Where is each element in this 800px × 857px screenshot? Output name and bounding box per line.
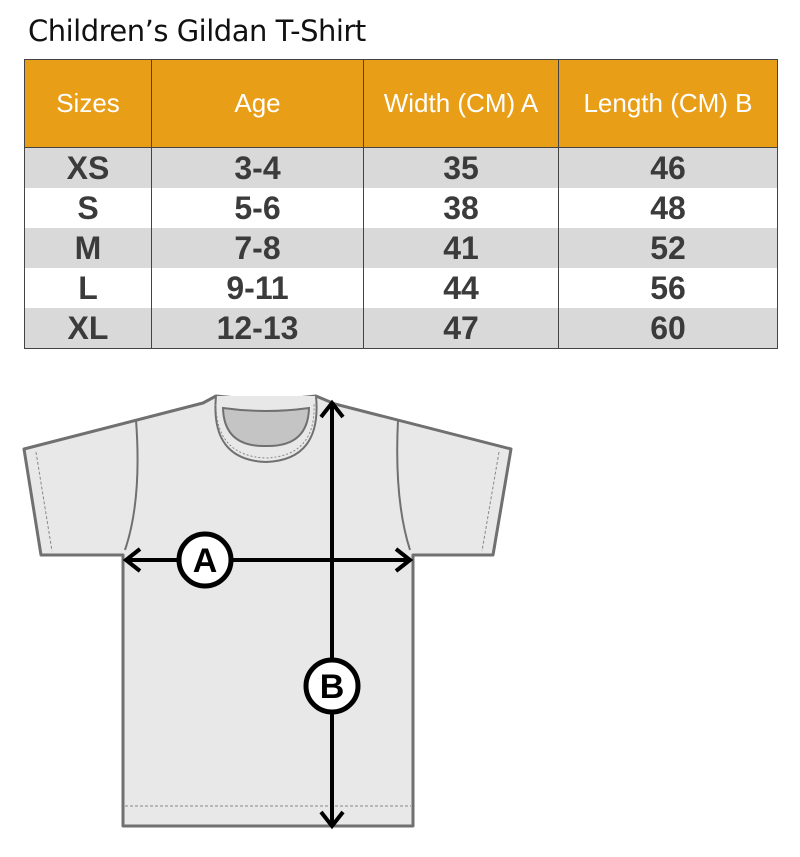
table-row: S 5-6 38 48 [24, 188, 778, 228]
cell: 7-8 [151, 228, 364, 268]
header-length: Length (CM) B [558, 59, 778, 148]
cell: 47 [363, 308, 559, 349]
header-age: Age [151, 59, 364, 148]
cell: 52 [558, 228, 778, 268]
cell: 56 [558, 268, 778, 308]
header-row: Sizes Age Width (CM) A Length (CM) B [24, 59, 778, 148]
page-title: Children’s Gildan T-Shirt [28, 14, 366, 48]
cell: 44 [363, 268, 559, 308]
table-row: L 9-11 44 56 [24, 268, 778, 308]
cell: 41 [363, 228, 559, 268]
table-row: XL 12-13 47 60 [24, 308, 778, 349]
table-row: M 7-8 41 52 [24, 228, 778, 268]
header-sizes: Sizes [24, 59, 152, 148]
cell: 3-4 [151, 147, 364, 188]
cell: 60 [558, 308, 778, 349]
cell: 35 [363, 147, 559, 188]
cell: XL [24, 308, 152, 349]
cell: S [24, 188, 152, 228]
width-arrow-a [122, 547, 414, 573]
cell: 5-6 [151, 188, 364, 228]
cell: 48 [558, 188, 778, 228]
label-b-badge: B [303, 657, 361, 715]
label-b: B [320, 668, 345, 706]
table-row: XS 3-4 35 46 [24, 147, 778, 188]
label-a: A [193, 542, 218, 580]
length-arrow-b [319, 399, 345, 830]
cell: XS [24, 147, 152, 188]
header-width: Width (CM) A [363, 59, 559, 148]
cell: 12-13 [151, 308, 364, 349]
cell: 46 [558, 147, 778, 188]
size-chart-table: Sizes Age Width (CM) A Length (CM) B XS 3… [24, 59, 778, 349]
label-a-badge: A [176, 531, 234, 589]
tshirt-icon [22, 394, 513, 828]
cell: 9-11 [151, 268, 364, 308]
cell: 38 [363, 188, 559, 228]
cell: M [24, 228, 152, 268]
